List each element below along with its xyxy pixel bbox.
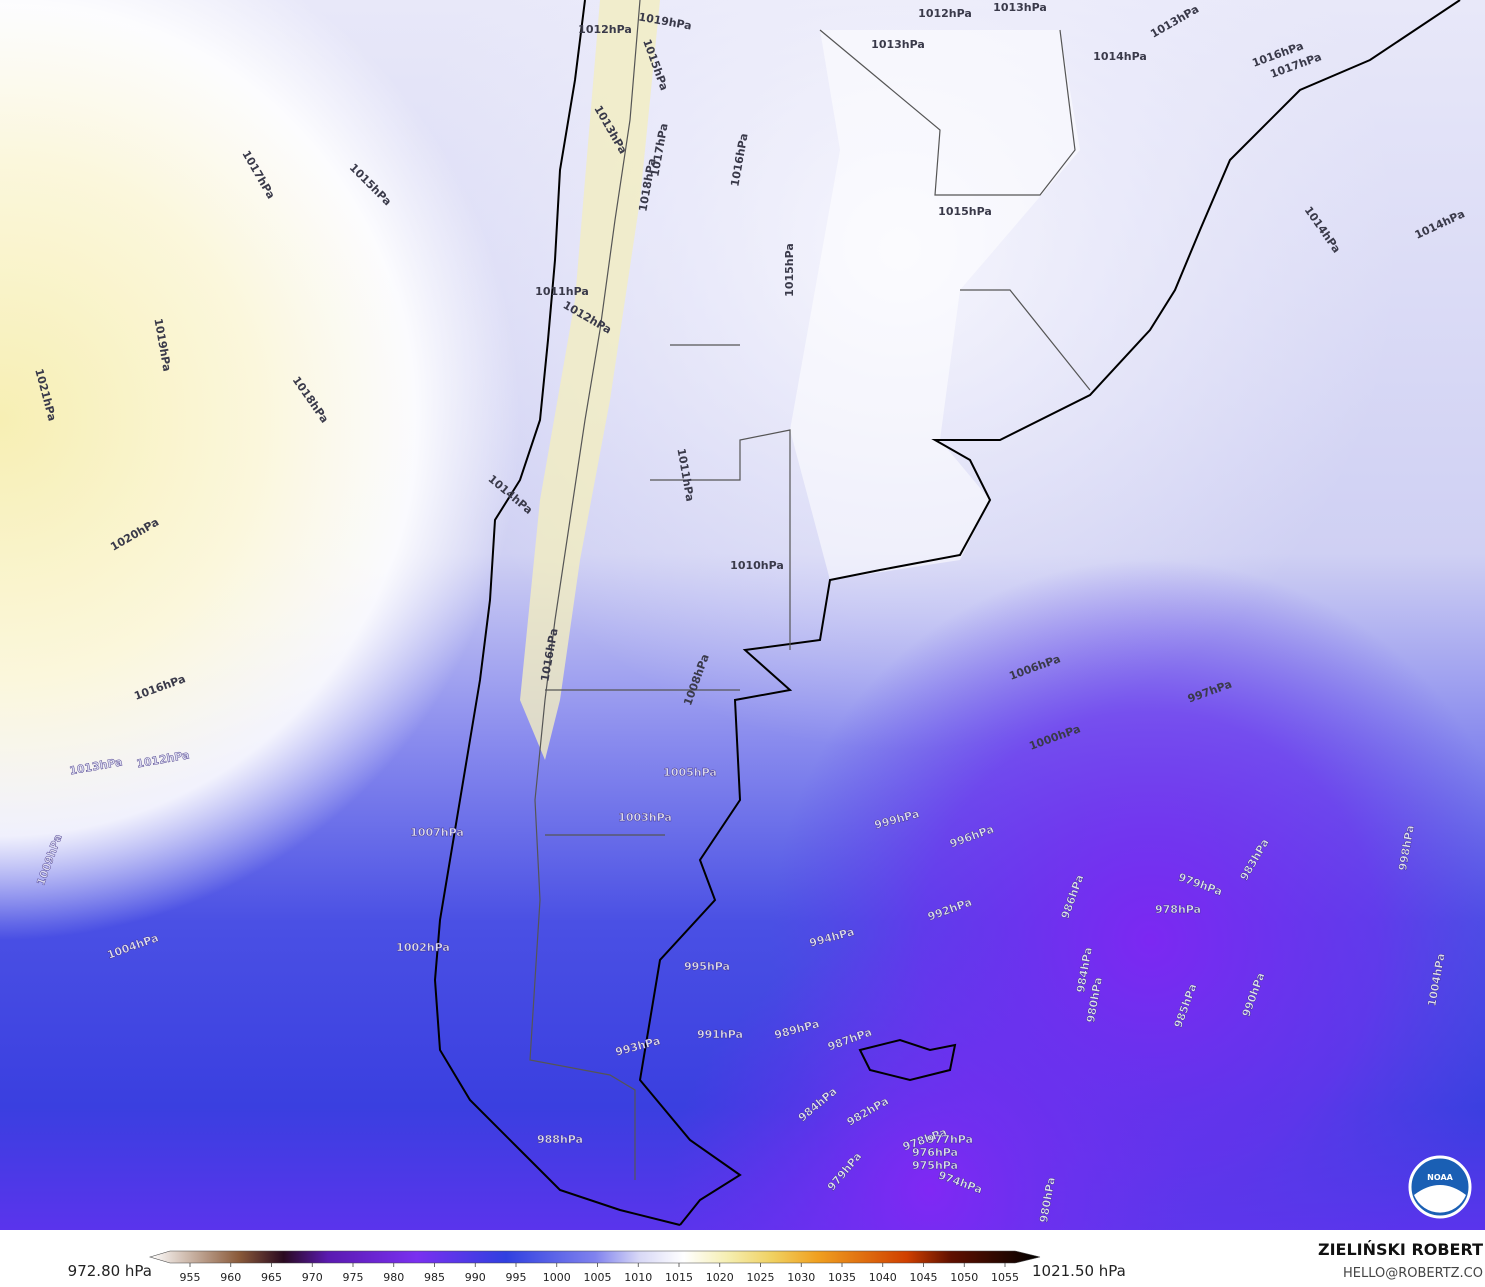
credit-email: HELLO@ROBERTZ.CO xyxy=(1343,1266,1483,1281)
isobar-label: 1014hPa xyxy=(1093,50,1147,63)
logo-text: NOAA xyxy=(1427,1173,1453,1182)
colorbar-tick-label: 1050 xyxy=(950,1271,978,1284)
coastlines xyxy=(433,0,1461,1226)
colorbar-max: 1021.50 hPa xyxy=(1032,1262,1126,1280)
colorbar-tick-label: 975 xyxy=(343,1271,364,1284)
isobar-label: 1013hPa xyxy=(993,1,1047,14)
colorbar-tick-label: 995 xyxy=(506,1271,527,1284)
colorbar-tick-label: 1030 xyxy=(787,1271,815,1284)
colorbar-tick-label: 1040 xyxy=(869,1271,897,1284)
isobar-label: 1015hPa xyxy=(783,243,796,297)
colorbar-tick-label: 1045 xyxy=(910,1271,938,1284)
isobar-label: 1005hPa xyxy=(663,766,717,779)
isobar-label: 995hPa xyxy=(684,960,730,973)
pressure-field xyxy=(0,0,1485,1230)
colorbar-tick-label: 970 xyxy=(302,1271,323,1284)
colorbar-tick-label: 1055 xyxy=(991,1271,1019,1284)
colorbar-tick-label: 1005 xyxy=(584,1271,612,1284)
isobar-label: 977hPa xyxy=(927,1133,973,1146)
isobar-label: 1015hPa xyxy=(938,205,992,218)
colorbar-tick-label: 1000 xyxy=(543,1271,571,1284)
isobar-label: 976hPa xyxy=(912,1146,958,1159)
isobar-label: 1003hPa xyxy=(618,811,672,824)
colorbar-tick-label: 1015 xyxy=(665,1271,693,1284)
colorbar-tick-label: 990 xyxy=(465,1271,486,1284)
isobar-label: 1002hPa xyxy=(396,941,450,954)
colorbar-tick-label: 965 xyxy=(261,1271,282,1284)
colorbar-tick-label: 1010 xyxy=(624,1271,652,1284)
isobar-label: 991hPa xyxy=(697,1028,743,1041)
isobar-label: 978hPa xyxy=(1155,903,1201,916)
noaa-logo: NOAA xyxy=(1408,1155,1472,1219)
isobar-label: 975hPa xyxy=(912,1159,958,1172)
isobar-label: 1011hPa xyxy=(535,285,589,298)
colorbar-tick-label: 1035 xyxy=(828,1271,856,1284)
colorbar-tick-label: 1025 xyxy=(747,1271,775,1284)
isobar-label: 1012hPa xyxy=(578,23,632,36)
colorbar xyxy=(148,1250,1041,1264)
colorbar-tick-label: 1020 xyxy=(706,1271,734,1284)
isobar-label: 1007hPa xyxy=(410,826,464,839)
isobar-label: 1013hPa xyxy=(871,38,925,51)
isobar-label: 1012hPa xyxy=(918,7,972,20)
colorbar-tick-label: 960 xyxy=(220,1271,241,1284)
isobar-label: 1010hPa xyxy=(730,559,784,572)
borders xyxy=(529,0,1091,1180)
isobar-label: 988hPa xyxy=(537,1133,583,1146)
colorbar-tick-label: 955 xyxy=(180,1271,201,1284)
colorbar-tick-label: 980 xyxy=(383,1271,404,1284)
credit-name: ZIELIŃSKI ROBERT xyxy=(1318,1240,1483,1259)
colorbar-min: 972.80 hPa xyxy=(68,1262,152,1280)
colorbar-tick-label: 985 xyxy=(424,1271,445,1284)
